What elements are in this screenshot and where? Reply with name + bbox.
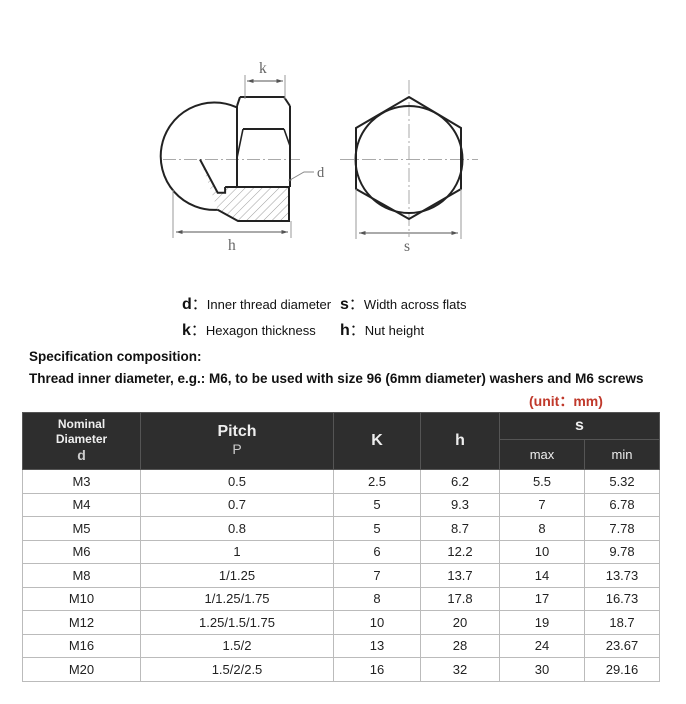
svg-text:h: h (228, 237, 236, 254)
svg-text:s: s (404, 238, 410, 255)
svg-text:d: d (317, 165, 325, 181)
svg-text:k: k (259, 60, 267, 77)
